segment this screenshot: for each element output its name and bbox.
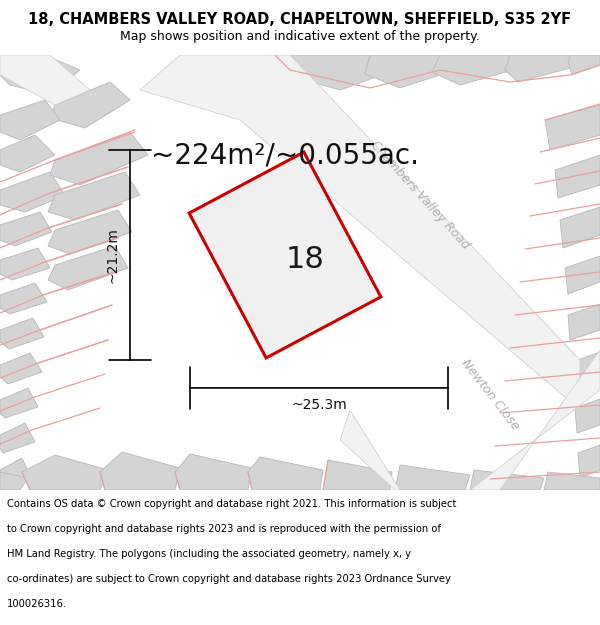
Polygon shape [0,472,28,490]
Polygon shape [50,82,130,128]
Polygon shape [568,304,600,340]
Text: HM Land Registry. The polygons (including the associated geometry, namely x, y: HM Land Registry. The polygons (includin… [7,549,411,559]
Text: co-ordinates) are subject to Crown copyright and database rights 2023 Ordnance S: co-ordinates) are subject to Crown copyr… [7,574,451,584]
Polygon shape [0,283,47,314]
Polygon shape [580,480,600,490]
Text: Chambers Valley Road: Chambers Valley Road [368,138,472,252]
Polygon shape [395,465,470,490]
Polygon shape [0,423,35,453]
Polygon shape [48,210,132,254]
Polygon shape [248,457,323,490]
Text: 18, CHAMBERS VALLEY ROAD, CHAPELTOWN, SHEFFIELD, S35 2YF: 18, CHAMBERS VALLEY ROAD, CHAPELTOWN, SH… [28,12,572,27]
Polygon shape [545,105,600,150]
Polygon shape [560,207,600,248]
Polygon shape [0,353,42,384]
Polygon shape [48,246,128,290]
Polygon shape [565,256,600,294]
Polygon shape [578,445,600,478]
Text: ~224m²/~0.055ac.: ~224m²/~0.055ac. [151,141,419,169]
Polygon shape [140,55,580,410]
Polygon shape [568,55,600,75]
Polygon shape [572,352,600,387]
Polygon shape [365,55,455,88]
Polygon shape [0,388,38,418]
Text: 100026316.: 100026316. [7,599,67,609]
Polygon shape [340,350,600,490]
Polygon shape [0,318,44,349]
Polygon shape [100,452,180,490]
Text: Map shows position and indicative extent of the property.: Map shows position and indicative extent… [120,30,480,43]
Polygon shape [0,55,80,95]
Text: to Crown copyright and database rights 2023 and is reproduced with the permissio: to Crown copyright and database rights 2… [7,524,441,534]
Polygon shape [555,155,600,198]
Polygon shape [0,135,55,172]
Polygon shape [505,55,578,82]
Polygon shape [275,55,390,90]
Polygon shape [0,172,65,212]
Polygon shape [189,152,381,358]
Polygon shape [50,132,148,185]
Polygon shape [470,470,544,490]
Text: Contains OS data © Crown copyright and database right 2021. This information is : Contains OS data © Crown copyright and d… [7,499,457,509]
Polygon shape [48,172,140,220]
Text: ~21.2m: ~21.2m [106,227,120,283]
Polygon shape [0,248,50,280]
Polygon shape [0,55,90,105]
Polygon shape [0,458,30,485]
Polygon shape [175,454,252,490]
Polygon shape [0,212,52,246]
Text: Newton Close: Newton Close [458,357,521,433]
Polygon shape [432,55,520,85]
Polygon shape [575,399,600,433]
Polygon shape [544,472,600,490]
Polygon shape [22,455,108,490]
Text: ~25.3m: ~25.3m [291,398,347,412]
Polygon shape [0,100,60,140]
Text: 18: 18 [286,246,325,274]
Polygon shape [323,460,392,490]
